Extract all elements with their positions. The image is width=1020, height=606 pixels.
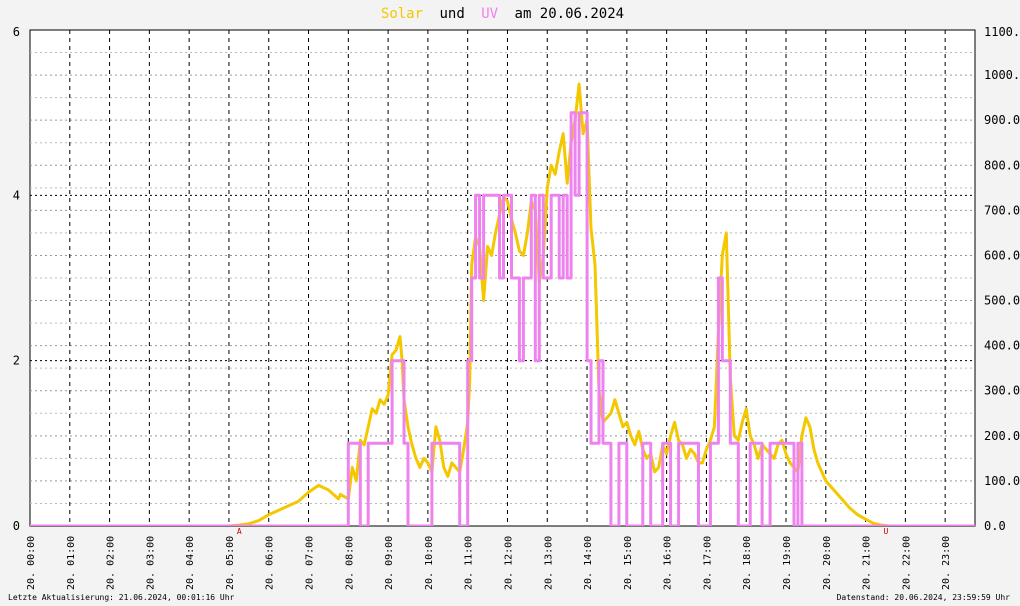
x-tick-label: 20. 03:00 (145, 536, 156, 590)
x-tick-label: 20. 00:00 (26, 536, 37, 590)
sunrise-marker: A (237, 527, 242, 536)
x-tick-label: 20. 13:00 (543, 536, 554, 590)
data-status-text: Datenstand: 20.06.2024, 23:59:59 Uhr (836, 593, 1010, 602)
x-tick-label: 20. 22:00 (901, 536, 912, 590)
last-update-text: Letzte Aktualisierung: 21.06.2024, 00:01… (8, 593, 235, 602)
x-axis-tick-labels: 20. 00:00 20. 01:00 20. 02:00 20. 03:00 20. … (26, 536, 952, 590)
x-tick-label: 20. 01:00 (66, 536, 77, 590)
title-date: am 20.06.2024 (515, 6, 625, 22)
x-tick-label: 20. 19:00 (782, 536, 793, 590)
right-tick-label: 0.0 (984, 519, 1006, 533)
right-tick-label: 1000.0 (984, 68, 1020, 82)
right-tick-label: 1100.0 (984, 25, 1020, 39)
right-tick-label: 300.0 (984, 384, 1020, 398)
x-tick-label: 20. 08:00 (344, 536, 355, 590)
x-tick-label: 20. 21:00 (862, 536, 873, 590)
chart-title: Solar und UV am 20.06.2024 (381, 6, 624, 22)
svg-text:Solar und UV: Solar und UV am 20.06.2024 (381, 6, 624, 22)
left-tick-label: 2 (13, 354, 20, 368)
x-tick-label: 20. 09:00 (384, 536, 395, 590)
title-uv: UV (481, 6, 498, 22)
left-tick-label: 6 (13, 25, 20, 39)
series-line-solar (30, 82, 975, 526)
right-tick-label: 700.0 (984, 203, 1020, 217)
x-tick-label: 20. 05:00 (225, 536, 236, 590)
x-tick-label: 20. 10:00 (424, 536, 435, 590)
series-layer (30, 82, 975, 526)
x-tick-label: 20. 23:00 (941, 536, 952, 590)
left-tick-label: 4 (13, 188, 20, 202)
right-axis-tick-labels: 0.0 100.0 200.0 300.0 400.0 500.0 600.0 700.0 80… (984, 25, 1020, 533)
sunset-marker: U (883, 527, 888, 536)
x-tick-label: 20. 06:00 (265, 536, 276, 590)
right-tick-label: 400.0 (984, 339, 1020, 353)
title-und: und (439, 6, 464, 22)
title-solar: Solar (381, 6, 423, 22)
x-tick-label: 20. 17:00 (702, 536, 713, 590)
right-tick-label: 200.0 (984, 429, 1020, 443)
left-axis-tick-labels: 0 2 4 6 (13, 25, 20, 533)
right-tick-label: 600.0 (984, 248, 1020, 262)
x-tick-label: 20. 16:00 (663, 536, 674, 590)
right-tick-label: 500.0 (984, 294, 1020, 308)
x-tick-label: 20. 12:00 (503, 536, 514, 590)
x-tick-label: 20. 15:00 (623, 536, 634, 590)
left-tick-label: 0 (13, 519, 20, 533)
right-tick-label: 800.0 (984, 158, 1020, 172)
x-tick-label: 20. 20:00 (822, 536, 833, 590)
right-tick-label: 900.0 (984, 113, 1020, 127)
x-tick-label: 20. 07:00 (305, 536, 316, 590)
x-tick-label: 20. 18:00 (742, 536, 753, 590)
x-tick-label: 20. 11:00 (464, 536, 475, 590)
right-tick-label: 100.0 (984, 474, 1020, 488)
x-tick-label: 20. 14:00 (583, 536, 594, 590)
x-tick-label: 20. 04:00 (185, 536, 196, 590)
x-tick-label: 20. 02:00 (106, 536, 117, 590)
series-line-uv (30, 111, 975, 526)
